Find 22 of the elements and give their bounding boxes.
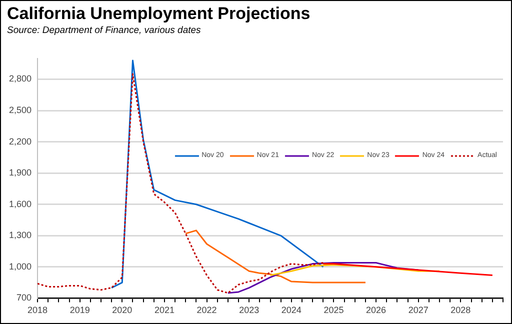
y-tick-label: 2,200	[8, 136, 32, 146]
chart-subtitle: Source: Department of Finance, various dates	[7, 25, 201, 36]
y-tick-label: 2,800	[8, 74, 32, 84]
x-tick-label: 2025	[324, 305, 344, 316]
x-tick-label: 2018	[28, 305, 48, 316]
x-tick-label: 2026	[366, 305, 386, 316]
x-tick-label: 2019	[70, 305, 90, 316]
x-tick-label: 2021	[154, 305, 174, 316]
chart-title: California Unemployment Projections	[7, 4, 310, 24]
x-tick-label: 2027	[408, 305, 428, 316]
y-tick-label: 2,500	[8, 105, 32, 116]
x-tick-label: 2028	[450, 305, 471, 316]
x-tick-label: 2022	[196, 305, 217, 316]
x-tick-label: 2020	[112, 305, 132, 316]
y-tick-label: 1,300	[8, 230, 32, 240]
y-tick-label: 1,900	[8, 168, 32, 178]
y-tick-label: 1,000	[8, 261, 32, 272]
y-tick-label: 700	[16, 292, 32, 303]
x-tick-label: 2023	[239, 305, 260, 316]
y-tick-label: 1,600	[8, 198, 32, 209]
line-series	[38, 73, 324, 294]
x-tick-label: 2024	[281, 305, 302, 316]
